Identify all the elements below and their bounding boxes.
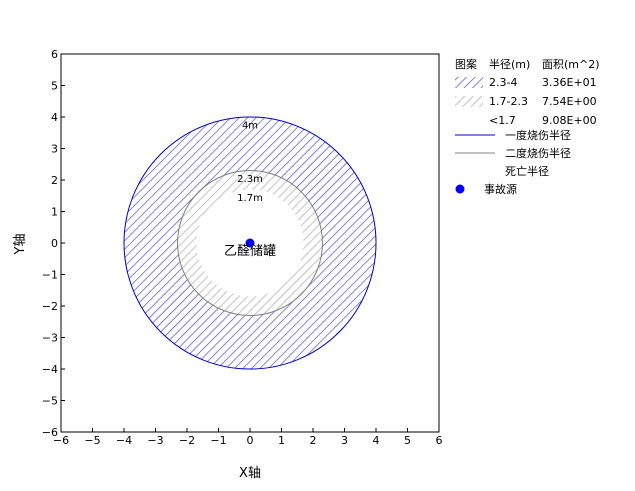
legend-marker-label: 事故源 [484,182,517,196]
y-tick-label: 5 [51,80,58,93]
x-tick-label: −2 [179,434,195,447]
y-tick-label: −3 [42,332,58,345]
axes: −6 −5 −4 −3 −2 −1 0 1 2 3 4 5 6 −6 −5 −4 −3 −2 −1 0 1 2 3 4 5 6 [42,48,443,447]
y-tick-label: −1 [42,269,58,282]
y-tick-label: 3 [51,143,58,156]
plot-area: 4m 2.3m 1.7m 乙醛储罐 [123,116,377,370]
x-tick-label: −1 [210,434,226,447]
legend-row-radius: 2.3-4 [489,76,517,89]
x-tick-label: 0 [247,434,254,447]
legend: 图案 半径(m) 面积(m^2) 2.3-4 3.36E+01 1.7-2.3 7.54E+… [455,57,600,196]
legend-swatch-gray-hatch [455,96,483,107]
y-tick-label: −6 [42,426,58,439]
legend-row-radius: <1.7 [489,114,516,127]
ring-label-1.7m: 1.7m [237,193,263,204]
legend-row-radius: 1.7-2.3 [489,95,528,108]
ring-label-4m: 4m [242,120,258,131]
x-tick-label: 3 [341,434,348,447]
legend-line-label: 死亡半径 [505,164,549,178]
y-tick-label: −4 [42,363,58,376]
y-axis-title: Y轴 [13,234,28,256]
y-tick-label: 1 [51,206,58,219]
x-tick-label: 5 [404,434,411,447]
y-tick-label: 4 [51,111,58,124]
accident-source-label: 乙醛储罐 [224,243,276,259]
x-tick-label: 4 [373,434,380,447]
legend-header-radius: 半径(m) [489,57,530,71]
y-tick-label: 2 [51,174,58,187]
legend-line-label: 二度烧伤半径 [505,146,571,160]
legend-swatch-blue-hatch [455,77,483,88]
accident-source-point [245,238,255,248]
legend-row-area: 7.54E+00 [542,95,597,108]
y-tick-label: −5 [42,395,58,408]
x-tick-label: −6 [53,434,69,447]
x-tick-label: −3 [147,434,163,447]
legend-row-area: 9.08E+00 [542,114,597,127]
ring-label-2.3m: 2.3m [237,174,263,185]
legend-line-label: 一度烧伤半径 [505,128,571,142]
y-tick-label: 6 [51,48,58,61]
x-tick-label: −4 [116,434,132,447]
x-tick-label: 1 [278,434,285,447]
y-tick-label: 0 [51,237,58,250]
x-tick-label: 2 [310,434,317,447]
legend-header-pattern: 图案 [455,57,477,71]
legend-header-area: 面积(m^2) [542,58,600,71]
x-axis-title: X轴 [239,466,261,481]
x-tick-label: 6 [436,434,443,447]
legend-marker-point [455,184,465,194]
y-tick-label: −2 [42,300,58,313]
x-tick-label: −5 [84,434,100,447]
legend-row-area: 3.36E+01 [542,76,597,89]
